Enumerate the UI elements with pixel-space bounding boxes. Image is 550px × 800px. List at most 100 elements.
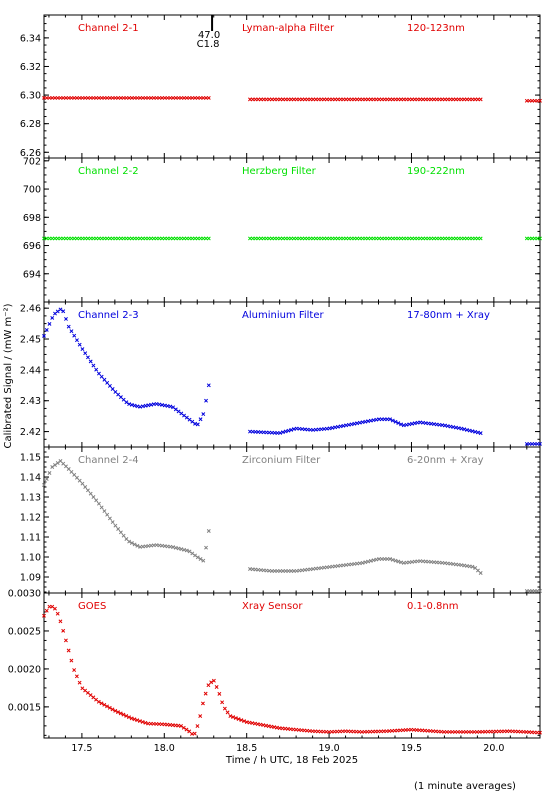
data-point bbox=[206, 236, 211, 241]
data-point bbox=[475, 430, 480, 435]
data-point bbox=[162, 403, 167, 408]
data-point bbox=[443, 423, 447, 428]
data-point bbox=[72, 333, 77, 338]
data-point bbox=[173, 545, 178, 550]
data-point bbox=[233, 716, 238, 721]
panel-5-channel-label: GOES bbox=[78, 601, 106, 612]
data-point bbox=[393, 558, 398, 563]
data-point bbox=[236, 717, 241, 722]
data-point bbox=[538, 441, 542, 446]
panel-5-frame bbox=[43, 592, 541, 739]
data-point bbox=[50, 604, 55, 609]
data-point bbox=[355, 421, 360, 426]
data-point bbox=[211, 678, 216, 683]
data-point bbox=[266, 724, 271, 729]
data-point bbox=[335, 424, 340, 429]
flare-peak-label: 47.0 bbox=[198, 30, 220, 41]
data-point bbox=[357, 420, 362, 425]
data-point bbox=[206, 529, 211, 533]
data-point bbox=[225, 710, 230, 715]
data-point bbox=[44, 327, 49, 332]
data-point bbox=[83, 351, 88, 356]
data-point bbox=[190, 551, 195, 556]
flare-class-label: C1.8 bbox=[197, 39, 220, 50]
data-point bbox=[333, 425, 338, 430]
panel-4-y-tick-label: 1.11 bbox=[20, 533, 41, 544]
data-point bbox=[371, 418, 376, 423]
x-tick-label: 20.0 bbox=[483, 743, 504, 754]
panel-5-band-label: 0.1-0.8nm bbox=[407, 601, 459, 612]
panel-2-y-tick-label: 696 bbox=[23, 241, 41, 252]
data-point bbox=[124, 713, 129, 718]
data-point bbox=[149, 402, 154, 407]
panel-2-y-tick-label: 694 bbox=[23, 269, 41, 280]
data-point bbox=[349, 422, 354, 427]
panel-1-channel-label: Channel 2-1 bbox=[78, 23, 139, 34]
data-point bbox=[538, 730, 542, 735]
data-point bbox=[410, 421, 414, 426]
data-point bbox=[401, 423, 406, 428]
data-point bbox=[110, 387, 115, 391]
data-point bbox=[222, 706, 227, 711]
data-point bbox=[140, 719, 145, 724]
panel-4-filter-label: Zirconium Filter bbox=[242, 455, 321, 466]
data-point bbox=[198, 714, 203, 719]
data-point bbox=[470, 429, 475, 434]
data-point bbox=[113, 708, 118, 713]
data-point bbox=[61, 628, 66, 633]
data-point bbox=[154, 401, 159, 406]
data-point bbox=[53, 606, 57, 611]
data-point bbox=[179, 724, 183, 728]
data-point bbox=[126, 715, 131, 720]
panel-2-band-label: 190-222nm bbox=[407, 166, 465, 177]
data-point bbox=[368, 418, 373, 423]
data-point bbox=[99, 505, 104, 510]
data-point bbox=[99, 701, 104, 706]
data-point bbox=[327, 426, 332, 431]
data-point bbox=[85, 488, 90, 493]
data-point bbox=[55, 611, 60, 616]
data-point bbox=[280, 430, 285, 435]
panel-2-frame bbox=[43, 157, 541, 303]
data-point bbox=[127, 539, 132, 544]
data-point bbox=[193, 553, 198, 558]
data-point bbox=[102, 509, 107, 514]
data-point bbox=[390, 557, 395, 562]
data-point bbox=[368, 558, 373, 563]
data-point bbox=[107, 383, 112, 388]
data-point bbox=[195, 724, 200, 728]
data-point bbox=[83, 485, 88, 489]
data-point bbox=[184, 548, 189, 553]
data-point bbox=[58, 307, 63, 312]
data-point bbox=[135, 404, 140, 409]
data-point bbox=[75, 475, 79, 480]
data-point bbox=[143, 403, 148, 408]
x-tick-label: 17.5 bbox=[71, 743, 92, 754]
data-point bbox=[58, 619, 63, 624]
data-point bbox=[467, 428, 472, 433]
data-point bbox=[187, 549, 192, 554]
data-point bbox=[388, 557, 393, 561]
data-point bbox=[99, 374, 104, 379]
data-point bbox=[132, 717, 137, 722]
data-point bbox=[91, 495, 96, 499]
data-point bbox=[258, 722, 263, 727]
data-point bbox=[129, 716, 134, 721]
data-point bbox=[44, 608, 49, 613]
data-point bbox=[107, 516, 112, 521]
data-point bbox=[160, 402, 165, 407]
data-point bbox=[113, 523, 118, 528]
data-point bbox=[291, 427, 296, 432]
panel-3-y-tick-label: 2.45 bbox=[20, 335, 41, 346]
data-point bbox=[470, 564, 475, 569]
data-point bbox=[206, 683, 211, 688]
data-point bbox=[77, 342, 82, 347]
data-point bbox=[360, 560, 365, 565]
data-point bbox=[116, 527, 121, 531]
data-point bbox=[118, 530, 123, 535]
data-point bbox=[363, 560, 368, 565]
panel-4-band-label: 6-20nm + Xray bbox=[407, 455, 484, 466]
data-point bbox=[228, 714, 233, 718]
data-point bbox=[85, 355, 90, 360]
